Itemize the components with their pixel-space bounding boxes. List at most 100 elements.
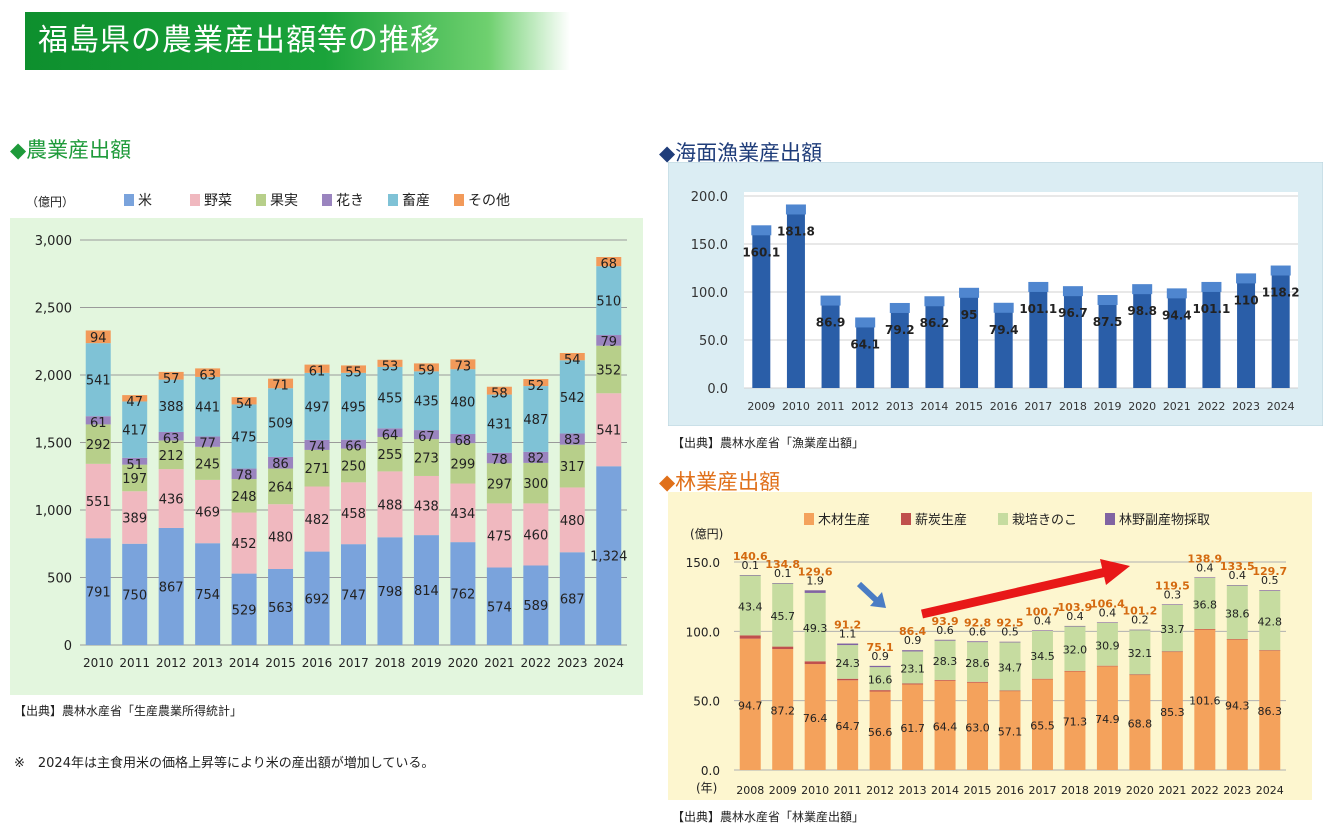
agri-ytick-label: 1,000 [35, 504, 72, 519]
agri-data-label: 441 [195, 401, 220, 416]
forest-bar-segment [739, 575, 761, 636]
forest-bar-segment [1259, 650, 1281, 770]
fish-bar [1098, 304, 1117, 388]
forest-bar-segment [1031, 678, 1053, 680]
forest-bar-segment [869, 665, 891, 668]
forest-unit-label: (億円) [690, 527, 723, 541]
forest-data-label: 16.6 [868, 674, 893, 687]
forest-bar-segment [739, 635, 761, 639]
fish-bar [752, 234, 771, 388]
agri-data-label: 255 [378, 448, 403, 463]
agri-xtick-label: 2016 [302, 656, 333, 670]
agri-bar-segment [486, 463, 512, 504]
fish-data-label: 86.2 [920, 316, 950, 330]
fish-section-title: ◆海面漁業産出額 [659, 141, 823, 165]
forest-bar-segment [1096, 665, 1118, 667]
fish-xtick-label: 2017 [1024, 400, 1052, 413]
forest-bar-segment [934, 640, 956, 680]
forest-legend-label: 林野副産物採取 [1119, 512, 1210, 528]
agri-bar-segment [268, 468, 294, 505]
forest-data-label: 56.6 [868, 726, 893, 739]
agri-xtick-label: 2023 [557, 656, 588, 670]
agri-data-label: 297 [487, 477, 512, 492]
forest-data-label: 0.5 [1261, 574, 1279, 587]
fish-data-label: 101.1 [1019, 302, 1057, 316]
fish-xtick-label: 2019 [1094, 400, 1122, 413]
forest-xtick-label: 2021 [1158, 784, 1186, 797]
agri-bar-segment [377, 537, 403, 645]
forest-total-label: 129.7 [1252, 565, 1287, 578]
agri-bar-segment [559, 444, 585, 488]
forest-bar-segment [1226, 585, 1248, 640]
agri-bar-segment [304, 486, 330, 552]
forest-data-label: 0.4 [1066, 610, 1084, 623]
agri-data-label: 299 [450, 457, 475, 472]
agri-data-label: 86 [272, 457, 289, 472]
forest-data-label: 0.1 [741, 559, 759, 572]
fish-xtick-label: 2020 [1128, 400, 1156, 413]
agri-bar-segment [523, 379, 549, 387]
forest-bar-segment [837, 680, 859, 770]
agri-bar-segment [413, 363, 439, 372]
agri-bar-segment [596, 257, 622, 267]
agri-data-label: 212 [159, 449, 184, 464]
fish-ytick-label: 150.0 [691, 238, 728, 253]
forest-data-label: 36.8 [1193, 598, 1218, 611]
forest-bar-segment [902, 683, 924, 685]
fish-data-label: 160.1 [742, 245, 780, 259]
forest-xtick-label: 2013 [899, 784, 927, 797]
agri-data-label: 475 [232, 430, 257, 445]
forest-bar-segment [1096, 622, 1118, 623]
forest-data-label: 0.1 [774, 567, 792, 580]
forest-data-label: 28.3 [933, 655, 958, 668]
forest-data-label: 0.2 [1131, 614, 1149, 627]
fish-data-label: 86.9 [816, 316, 846, 330]
forest-bar-segment [967, 682, 989, 770]
fish-xtick-label: 2023 [1232, 400, 1260, 413]
forest-data-label: 33.7 [1160, 623, 1185, 636]
forest-xtick-label: 2011 [834, 784, 862, 797]
agri-bar-segment [231, 397, 257, 405]
agri-bar-segment [231, 468, 257, 480]
forest-data-label: 64.4 [933, 720, 958, 733]
agri-source: 【出典】農林水産省「生産農業所得統計」 [14, 704, 243, 718]
agri-legend-swatch [124, 194, 134, 206]
forest-data-label: 0.4 [1099, 606, 1117, 619]
agri-data-label: 417 [122, 424, 147, 439]
forest-data-label: 1.1 [839, 628, 857, 641]
agri-data-label: 750 [122, 588, 147, 603]
forest-xtick-label: 2014 [931, 784, 959, 797]
fish-xtick-label: 2014 [920, 400, 948, 413]
page-title: 福島県の農業産出額等の推移 [38, 23, 441, 58]
forest-data-label: 68.8 [1128, 717, 1153, 730]
forest-bar-segment [902, 684, 924, 770]
forest-bar-segment [739, 638, 761, 770]
forest-bar-segment [804, 661, 826, 665]
agri-data-label: 82 [528, 451, 545, 466]
agri-bar-segment [122, 464, 148, 492]
agri-bar-segment [377, 428, 403, 437]
decline-arrowhead [870, 592, 886, 608]
agri-data-label: 61 [309, 365, 326, 380]
forest-legend-label: 栽培きのこ [1012, 512, 1077, 528]
forest-data-label: 0.6 [936, 624, 954, 637]
forest-data-label: 45.7 [770, 610, 795, 623]
forest-bar-segment [999, 642, 1021, 691]
fish-data-label: 101.1 [1192, 302, 1230, 316]
agri-bar-segment [486, 394, 512, 453]
forest-year-label: (年) [696, 781, 717, 795]
agri-data-label: 67 [418, 430, 435, 445]
forest-xtick-label: 2012 [866, 784, 894, 797]
fish-bar-cap [959, 287, 980, 298]
forest-data-label: 57.1 [998, 725, 1023, 738]
forest-bar-segment [1194, 628, 1216, 630]
forest-data-label: 71.3 [1063, 716, 1088, 729]
agri-bar-segment [486, 386, 512, 395]
agri-bar-segment [559, 360, 585, 434]
agri-data-label: 510 [596, 295, 621, 310]
forest-total-label: 92.5 [996, 617, 1023, 630]
agri-data-label: 529 [232, 603, 257, 618]
forest-data-label: 101.6 [1189, 695, 1221, 708]
forest-bar-segment [1129, 674, 1151, 770]
agri-bar-segment [231, 404, 257, 469]
